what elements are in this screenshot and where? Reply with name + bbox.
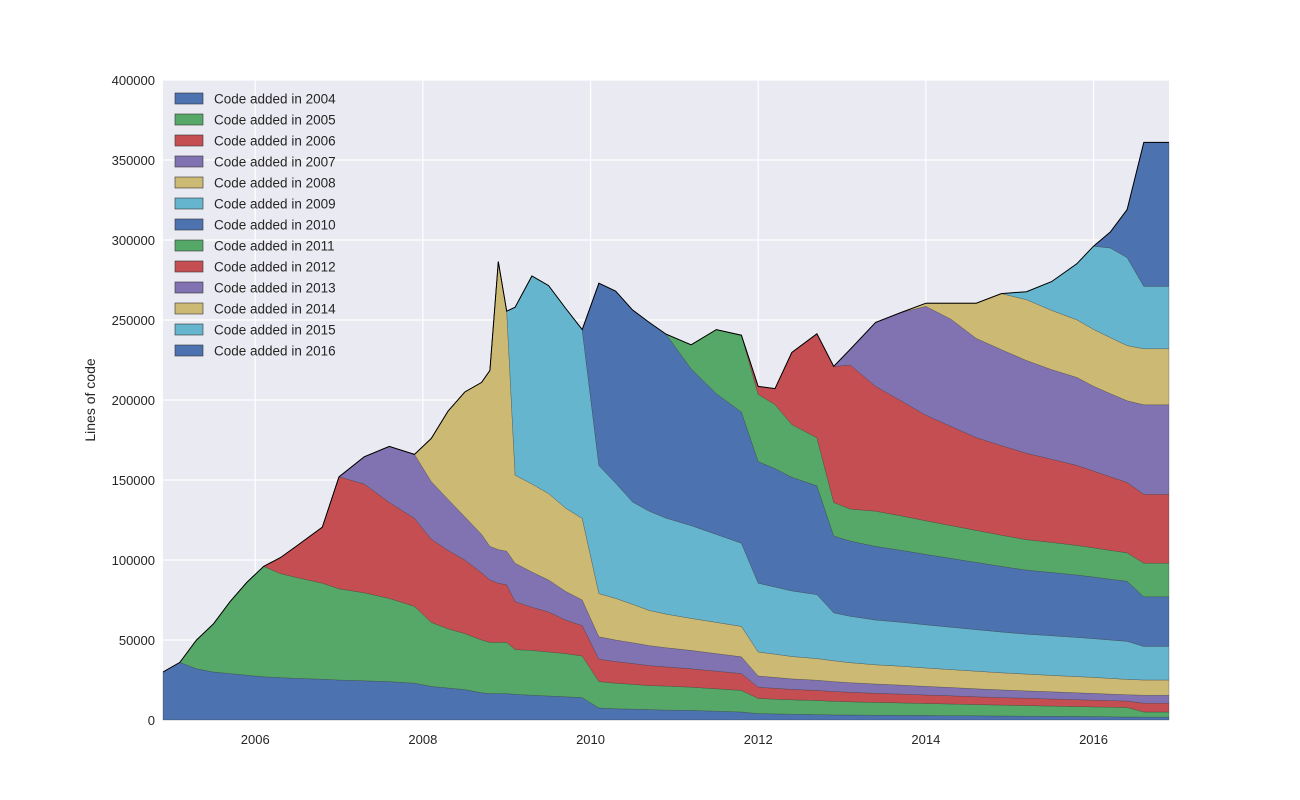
legend-swatch xyxy=(174,302,204,315)
legend-label: Code added in 2011 xyxy=(214,239,335,254)
y-tick-label: 300000 xyxy=(112,233,155,248)
x-tick-label: 2006 xyxy=(241,732,270,747)
legend: Code added in 2004 Code added in 2005 Code… xyxy=(174,92,336,359)
series-areas xyxy=(162,142,1170,721)
legend-label: Code added in 2012 xyxy=(214,260,336,275)
legend-label: Code added in 2006 xyxy=(214,134,336,149)
legend-swatch xyxy=(174,281,204,294)
legend-label: Code added in 2010 xyxy=(214,218,336,233)
y-tick-label: 250000 xyxy=(112,313,155,328)
y-tick-label: 50000 xyxy=(119,633,155,648)
x-tick-label: 2014 xyxy=(911,732,940,747)
legend-label: Code added in 2015 xyxy=(214,323,336,338)
legend-label: Code added in 2014 xyxy=(214,302,336,317)
legend-label: Code added in 2016 xyxy=(214,344,336,359)
legend-swatch xyxy=(174,155,204,168)
legend-swatch xyxy=(174,197,204,210)
y-axis-label: Lines of code xyxy=(82,358,98,441)
x-tick-label: 2008 xyxy=(408,732,437,747)
x-tick-label: 2012 xyxy=(744,732,773,747)
legend-label: Code added in 2005 xyxy=(214,113,336,128)
legend-label: Code added in 2008 xyxy=(214,176,336,191)
legend-swatch xyxy=(174,239,204,252)
y-tick-label: 400000 xyxy=(112,73,155,88)
y-tick-label: 150000 xyxy=(112,473,155,488)
total-outline xyxy=(162,141,1169,673)
legend-label: Code added in 2007 xyxy=(214,155,336,170)
legend-label: Code added in 2009 xyxy=(214,197,336,212)
y-tick-label: 350000 xyxy=(112,153,155,168)
legend-swatch xyxy=(174,113,204,126)
legend-swatch xyxy=(174,323,204,336)
legend-swatch xyxy=(174,260,204,273)
y-tick-label: 200000 xyxy=(112,393,155,408)
legend-swatch xyxy=(174,92,204,105)
legend-swatch xyxy=(174,218,204,231)
x-tick-label: 2010 xyxy=(576,732,605,747)
legend-label: Code added in 2004 xyxy=(214,92,336,107)
legend-swatch xyxy=(174,134,204,147)
y-tick-label: 0 xyxy=(148,713,155,728)
y-axis-ticks: 0 50000 100000 150000 200000 250000 300000 3500… xyxy=(112,73,155,728)
legend-label: Code added in 2013 xyxy=(214,281,336,296)
x-axis-ticks: 2006 2008 2010 2012 2014 2016 xyxy=(241,732,1108,747)
x-tick-label: 2016 xyxy=(1079,732,1108,747)
y-tick-label: 100000 xyxy=(112,553,155,568)
legend-swatch xyxy=(174,176,204,189)
legend-swatch xyxy=(174,344,204,357)
